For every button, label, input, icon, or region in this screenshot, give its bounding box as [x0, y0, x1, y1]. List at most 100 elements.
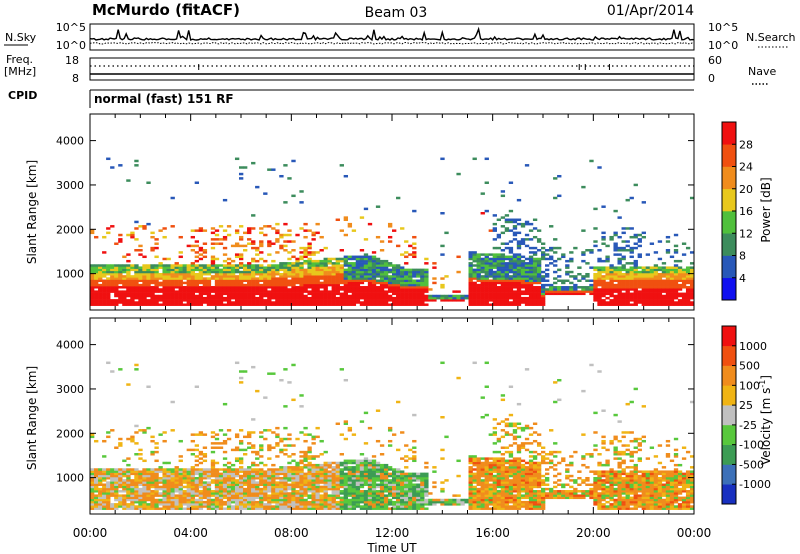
- power-cell: [355, 286, 361, 289]
- power-cell: [593, 244, 598, 248]
- power-cell: [275, 238, 280, 241]
- power-cell: [424, 268, 429, 272]
- power-cell: [661, 262, 667, 265]
- velocity-cell: [311, 442, 316, 445]
- velocity-cell: [150, 505, 155, 508]
- power-cell: [202, 249, 208, 252]
- velocity-cell: [174, 466, 179, 469]
- power-cell: [665, 266, 671, 269]
- power-cell: [154, 268, 159, 272]
- power-cell: [259, 283, 264, 287]
- power-cell: [557, 292, 562, 296]
- power-cell: [138, 225, 143, 228]
- power-cell: [528, 251, 534, 254]
- power-cell: [178, 283, 183, 287]
- velocity-cell: [102, 496, 107, 500]
- velocity-cell: [339, 500, 344, 504]
- velocity-cell: [291, 472, 296, 476]
- power-cell: [230, 288, 236, 291]
- power-cell: [371, 288, 377, 291]
- velocity-cell: [319, 466, 324, 469]
- velocity-cell: [210, 450, 216, 454]
- velocity-cell: [251, 476, 256, 480]
- power-cell: [613, 249, 618, 252]
- velocity-cell: [114, 505, 119, 508]
- power-cell: [452, 294, 457, 298]
- power-cell: [355, 290, 361, 293]
- power-cell: [307, 246, 312, 250]
- power-cell: [597, 294, 602, 298]
- velocity-cell: [408, 490, 413, 493]
- power-cell: [263, 233, 268, 237]
- velocity-cell: [371, 455, 377, 458]
- velocity-cell: [226, 485, 232, 489]
- velocity-cell: [186, 496, 191, 500]
- power-cell: [404, 272, 409, 276]
- power-cell: [319, 299, 324, 302]
- power-cell: [343, 255, 349, 259]
- velocity-cell: [379, 507, 385, 510]
- velocity-cell: [134, 470, 139, 473]
- velocity-cell: [311, 457, 316, 460]
- power-cell: [508, 277, 514, 280]
- velocity-cell: [387, 481, 393, 484]
- power-cell: [202, 264, 208, 267]
- power-cell: [363, 294, 369, 298]
- velocity-cell: [134, 431, 139, 434]
- power-cell: [593, 272, 598, 276]
- power-cell: [287, 290, 292, 293]
- velocity-cell: [226, 494, 232, 497]
- power-cell: [516, 272, 522, 276]
- velocity-cell: [170, 429, 175, 432]
- velocity-cell: [238, 479, 244, 482]
- power-cell: [279, 266, 284, 269]
- velocity-cell: [158, 498, 163, 502]
- power-cell: [343, 283, 349, 287]
- power-cell: [416, 270, 421, 274]
- power-cell: [162, 299, 167, 302]
- power-cell: [633, 246, 638, 250]
- velocity-cell: [323, 463, 328, 467]
- power-cell: [379, 294, 385, 298]
- velocity-cell: [154, 485, 159, 489]
- power-cell: [524, 292, 530, 296]
- power-cell: [174, 296, 179, 300]
- power-cell: [110, 166, 115, 169]
- power-cell: [303, 277, 308, 280]
- power-cell: [303, 251, 308, 254]
- velocity-cell: [319, 503, 324, 506]
- power-cell: [299, 257, 304, 261]
- velocity-cell: [363, 474, 369, 478]
- velocity-cell: [174, 490, 179, 493]
- power-cell: [480, 192, 485, 195]
- power-cell: [323, 301, 328, 304]
- power-cell: [339, 288, 344, 291]
- power-cell: [170, 296, 175, 300]
- velocity-cell: [335, 496, 340, 500]
- velocity-cell: [347, 472, 353, 476]
- power-cell: [484, 268, 489, 272]
- power-cell: [597, 288, 602, 291]
- power-cell: [597, 292, 602, 296]
- power-cell: [492, 283, 497, 287]
- power-cell: [287, 264, 292, 267]
- power-cell: [234, 244, 240, 248]
- power-cell: [315, 268, 320, 272]
- power-cell: [247, 277, 252, 280]
- velocity-cell: [202, 476, 208, 480]
- power-cell: [689, 275, 695, 278]
- velocity-cell: [150, 470, 155, 473]
- velocity-cell: [343, 476, 349, 480]
- power-cell: [251, 283, 256, 287]
- velocity-cell: [396, 498, 401, 502]
- velocity-cell: [162, 507, 167, 510]
- velocity-cell: [379, 463, 385, 467]
- power-cell: [315, 266, 320, 269]
- velocity-cell: [396, 481, 401, 484]
- power-cell: [230, 294, 236, 298]
- velocity-cell: [327, 481, 332, 484]
- velocity-cell: [323, 483, 328, 486]
- power-cell: [633, 283, 638, 287]
- power-cell: [166, 290, 171, 293]
- power-cell: [689, 303, 695, 306]
